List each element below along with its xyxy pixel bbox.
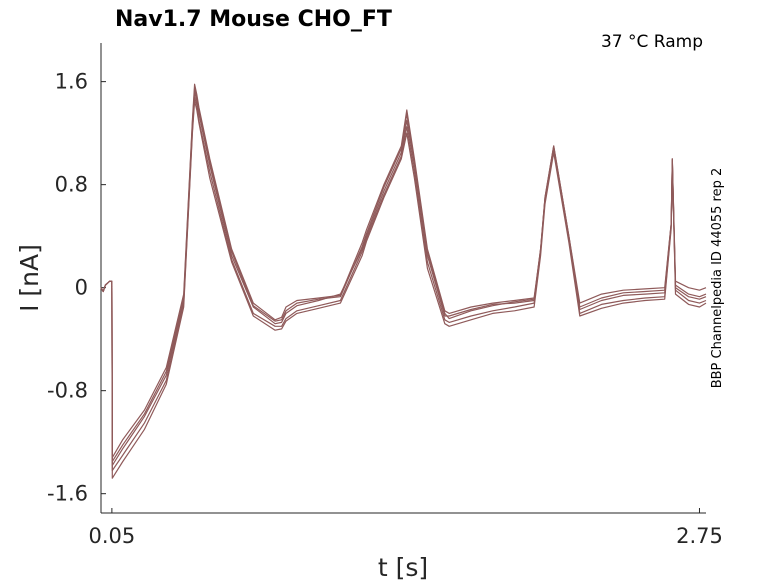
x-tick-label: 0.05 [88, 524, 135, 548]
x-tick-label: 2.75 [676, 524, 723, 548]
current-trace-4 [100, 100, 707, 479]
y-tick-label: 0.8 [55, 173, 88, 197]
y-tick-label: 0 [75, 276, 88, 300]
y-tick-label: 1.6 [55, 70, 88, 94]
current-trace-5 [100, 87, 707, 463]
traces [100, 83, 707, 479]
x-axis-label: t [s] [378, 553, 428, 582]
y-ticks: 1.6 0.8 0 -0.8 -1.6 [47, 70, 106, 506]
y-tick-label: -0.8 [47, 379, 88, 403]
chart-annotation: 37 °C Ramp [601, 32, 703, 52]
current-trace-2 [100, 91, 707, 466]
y-axis-label: I [nA] [15, 244, 44, 312]
side-label: BBP Channelpedia ID 44055 rep 2 [710, 168, 725, 389]
y-tick-label: -1.6 [47, 482, 88, 506]
chart-title: Nav1.7 Mouse CHO_FT [115, 7, 392, 32]
x-ticks: 0.05 2.75 [88, 508, 723, 548]
current-trace-1 [100, 83, 707, 459]
current-trace-3 [100, 96, 707, 472]
axes [100, 43, 706, 514]
